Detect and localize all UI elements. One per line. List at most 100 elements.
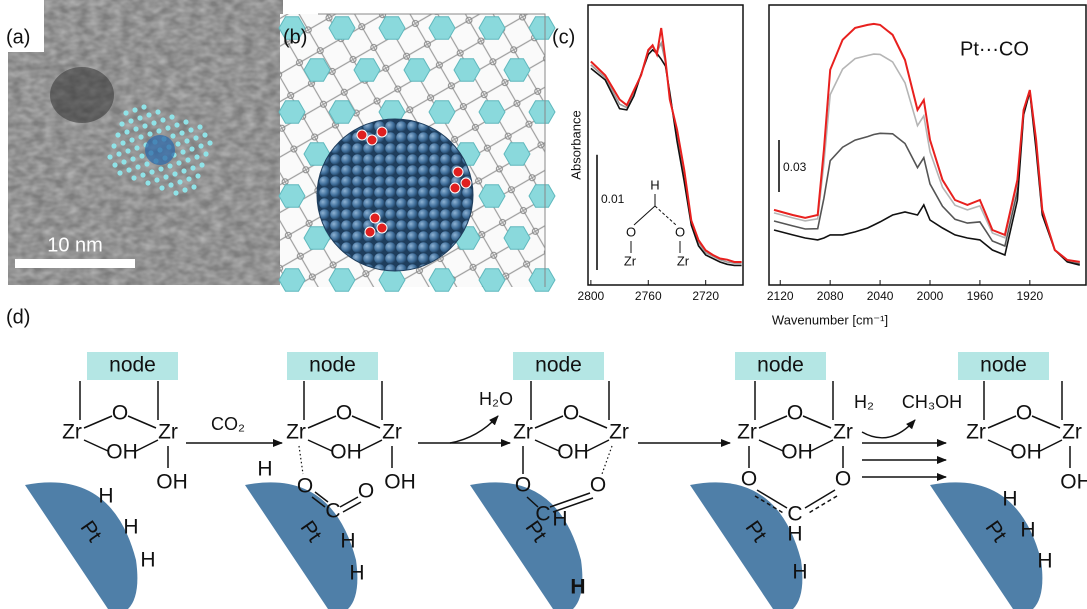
bond: [758, 415, 788, 429]
atom-label: Zr: [609, 421, 629, 444]
bond: [314, 491, 329, 503]
inset-atom: Zr: [677, 253, 690, 268]
lattice-dot: [151, 120, 157, 126]
atom-label: Zr: [737, 421, 757, 444]
bond: [758, 439, 784, 452]
lattice-dot: [179, 130, 185, 136]
node-label: node: [980, 354, 1027, 377]
lattice-dot: [107, 154, 113, 160]
atom-label: Zr: [62, 421, 82, 444]
atom-label: OH: [557, 441, 589, 464]
bond: [307, 415, 337, 429]
panel-label: (b): [283, 26, 307, 48]
node-box: [735, 352, 826, 380]
lattice-dot: [184, 138, 190, 144]
lattice-dot: [173, 190, 179, 196]
lattice-dot: [197, 124, 203, 130]
lattice-dot: [137, 115, 143, 121]
atom-label: Zr: [382, 421, 402, 444]
formate-inset: [630, 194, 681, 253]
x-tick-label: 1960: [967, 289, 994, 303]
lattice-dot: [121, 159, 127, 165]
lattice-dot: [168, 182, 174, 188]
mof-node: [503, 58, 531, 82]
node-label: node: [757, 354, 804, 377]
x-tick-label: 2800: [578, 289, 605, 303]
lattice-dot: [167, 163, 173, 169]
arrow-label: H₂O: [479, 389, 513, 409]
lattice-dot: [180, 149, 186, 155]
pt-particle: [25, 482, 138, 609]
mof-node: [453, 58, 481, 82]
panel-label: (d): [6, 306, 30, 328]
x-tick-label: 2080: [817, 289, 844, 303]
arrow-label: H₂: [854, 392, 874, 412]
atom-label: OH: [384, 471, 416, 494]
lattice-dot: [125, 148, 131, 154]
lattice-dot: [126, 167, 132, 173]
lattice-dot: [191, 184, 197, 190]
atom-label: OH: [1060, 471, 1087, 494]
lattice-dot: [160, 117, 166, 123]
bond: [804, 489, 836, 509]
mof-node: [528, 268, 556, 292]
mof-node: [278, 184, 306, 208]
inset-atom: O: [675, 224, 685, 239]
lattice-dot: [116, 151, 122, 157]
lattice-dot: [181, 168, 187, 174]
bond: [135, 439, 159, 452]
bond: [359, 439, 383, 452]
x-tick-label: 2040: [867, 289, 894, 303]
inset-atom: Zr: [624, 253, 637, 268]
lattice-dot: [188, 127, 194, 133]
bond: [307, 439, 333, 452]
plot-frame: [768, 4, 1087, 286]
node-label: node: [109, 354, 156, 377]
atom-label: H: [340, 530, 355, 553]
lattice-dot: [128, 118, 134, 124]
inset-atom: H: [650, 177, 659, 192]
mof-node: [503, 226, 531, 250]
bond: [754, 495, 786, 515]
node-box: [958, 352, 1049, 380]
atom-label: Zr: [286, 421, 306, 444]
lattice-dot: [183, 119, 189, 125]
bond: [578, 415, 608, 429]
lattice-dot: [120, 140, 126, 146]
mof-node: [328, 100, 356, 124]
bond: [810, 439, 834, 452]
bond: [127, 415, 157, 429]
lattice-dot: [142, 123, 148, 129]
mof-node: [528, 16, 556, 40]
x-tick-label: 2720: [692, 289, 719, 303]
lattice-dot: [111, 143, 117, 149]
bond: [987, 439, 1013, 452]
atom-label: OH: [1010, 441, 1042, 464]
mof-node: [528, 100, 556, 124]
atom-label: OH: [781, 441, 813, 464]
spectrum-line: [590, 48, 742, 267]
lattice-dot: [149, 169, 155, 175]
plot-frame: [587, 4, 744, 286]
lattice-dot: [193, 135, 199, 141]
lattice-dot: [141, 104, 147, 110]
x-tick-label: 2000: [917, 289, 944, 303]
bond: [549, 492, 591, 508]
bond: [534, 415, 564, 429]
bond: [526, 496, 539, 508]
lattice-dot: [202, 132, 208, 138]
mof-node: [428, 16, 456, 40]
mof-node: [428, 268, 456, 292]
lattice-dot: [146, 112, 152, 118]
lattice-dot: [194, 154, 200, 160]
atom-label: Zr: [513, 421, 533, 444]
tem-image: [0, 0, 283, 285]
bond: [83, 415, 113, 429]
atom-label: Zr: [833, 421, 853, 444]
mof-node: [278, 16, 306, 40]
lattice-dot: [133, 126, 139, 132]
mof-node: [303, 226, 331, 250]
atom-label: O: [1016, 402, 1032, 425]
node-label: node: [309, 354, 356, 377]
